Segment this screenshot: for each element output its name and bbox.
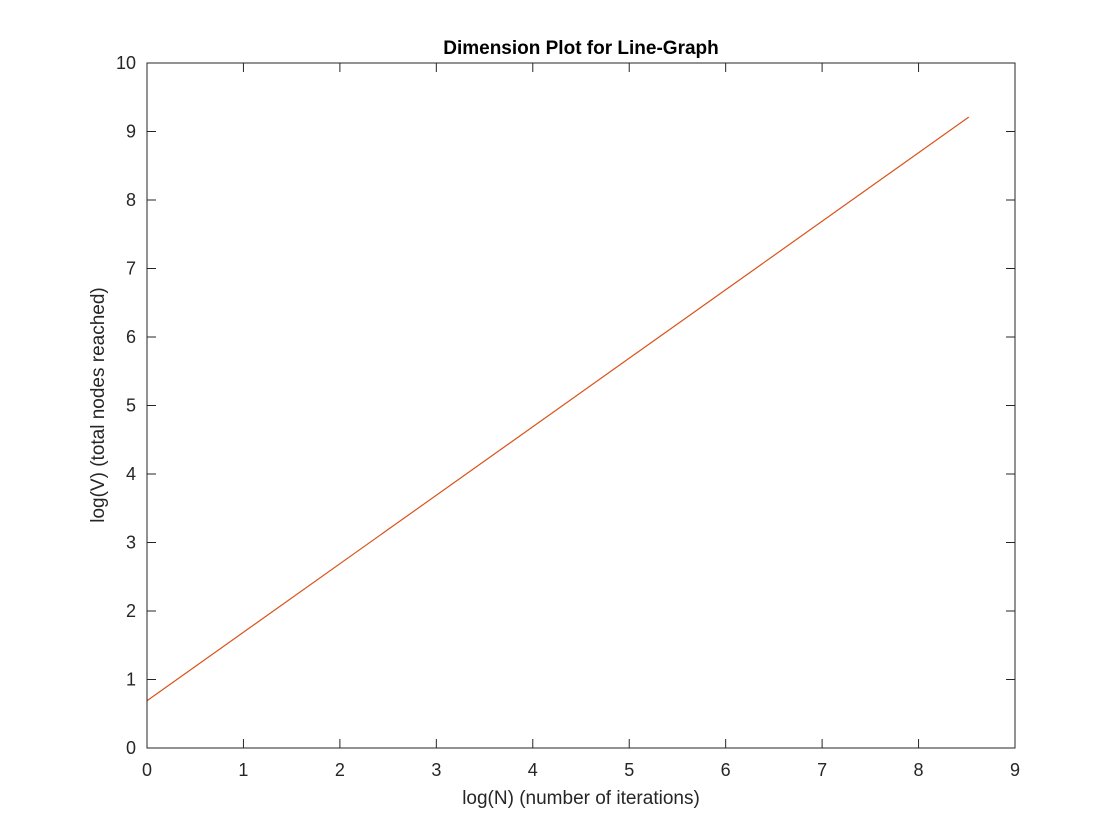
x-tick-label: 7 — [817, 760, 827, 780]
y-tick-label: 3 — [126, 533, 136, 553]
y-tick-label: 2 — [126, 601, 136, 621]
plot-background — [147, 63, 1015, 748]
y-tick-label: 1 — [126, 670, 136, 690]
y-tick-label: 10 — [116, 53, 136, 73]
x-tick-label: 0 — [142, 760, 152, 780]
y-tick-label: 5 — [126, 396, 136, 416]
x-tick-label: 6 — [721, 760, 731, 780]
x-tick-label: 3 — [431, 760, 441, 780]
x-tick-label: 9 — [1010, 760, 1020, 780]
x-tick-label: 1 — [238, 760, 248, 780]
y-tick-label: 0 — [126, 738, 136, 758]
y-tick-label: 7 — [126, 259, 136, 279]
x-tick-label: 8 — [914, 760, 924, 780]
y-tick-label: 9 — [126, 122, 136, 142]
y-tick-label: 4 — [126, 464, 136, 484]
y-axis-label: log(V) (total nodes reached) — [88, 287, 109, 523]
x-tick-label: 5 — [624, 760, 634, 780]
y-tick-label: 8 — [126, 190, 136, 210]
x-tick-label: 2 — [335, 760, 345, 780]
x-tick-label: 4 — [528, 760, 538, 780]
chart-title: Dimension Plot for Line-Graph — [443, 38, 719, 59]
axis-ticks: 0 1 2 3 4 5 6 7 8 9 0 1 2 3 4 5 6 7 8 9 10 — [116, 53, 1020, 780]
plot-lines — [146, 116, 970, 702]
x-axis-label: log(N) (number of iterations) — [462, 788, 700, 809]
y-tick-label: 6 — [126, 327, 136, 347]
series-line — [146, 116, 970, 702]
